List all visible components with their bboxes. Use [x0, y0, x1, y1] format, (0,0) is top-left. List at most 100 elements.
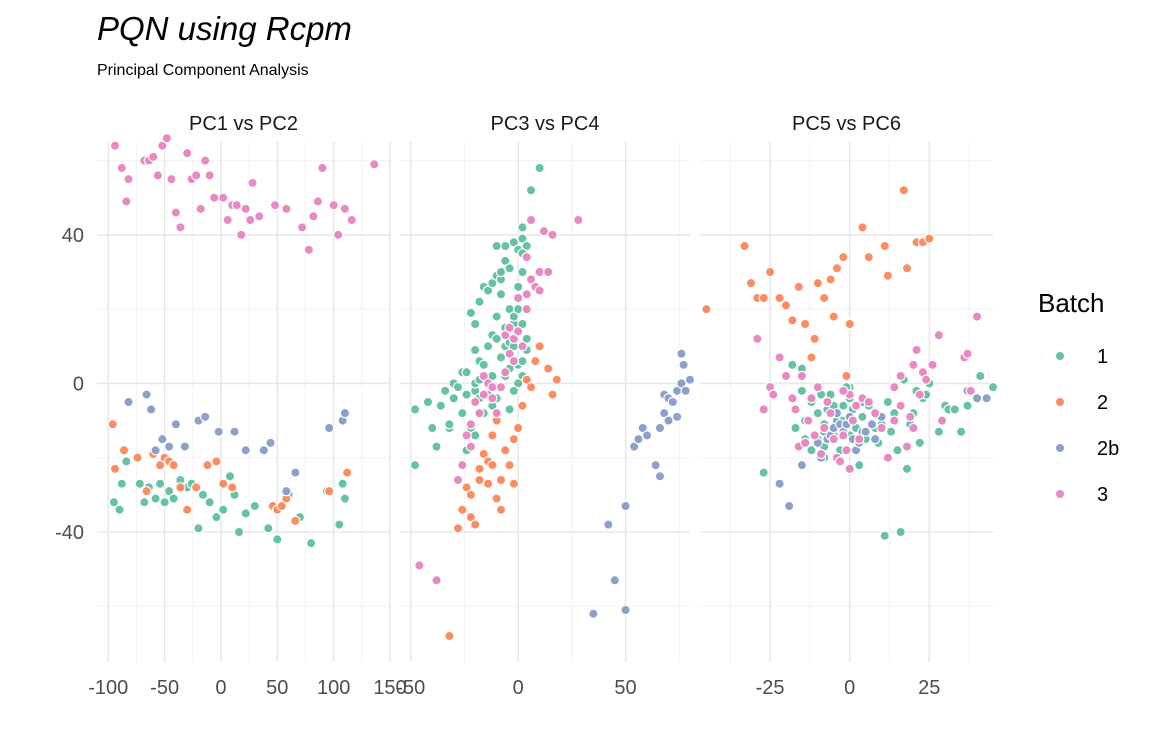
data-point [461, 367, 472, 378]
data-point [863, 396, 874, 408]
data-point [758, 292, 769, 304]
data-point [508, 433, 520, 445]
data-point [469, 344, 481, 356]
data-point [895, 400, 906, 411]
data-point [525, 214, 537, 226]
x-tick-label: 25 [918, 677, 940, 699]
legend-title: Batch [1038, 288, 1105, 318]
data-point [517, 355, 528, 367]
data-point [534, 162, 545, 174]
data-point [588, 608, 599, 619]
legend-item-3: 3 [1054, 484, 1108, 506]
data-point [796, 370, 808, 382]
data-point [159, 497, 170, 508]
data-point [806, 393, 817, 404]
legend-swatch [1054, 350, 1066, 362]
x-tick-label: -100 [88, 677, 128, 699]
data-point [339, 407, 351, 419]
data-point [869, 407, 881, 419]
data-point [339, 493, 351, 504]
data-point [654, 471, 666, 482]
data-point [914, 437, 925, 449]
data-point [904, 411, 916, 423]
data-point [474, 474, 485, 486]
data-point [768, 389, 779, 400]
data-point [495, 352, 507, 363]
data-point [825, 274, 836, 285]
data-point [482, 341, 494, 352]
data-point [141, 389, 152, 400]
data-point [427, 422, 438, 434]
data-point [175, 482, 186, 493]
data-point [620, 500, 631, 512]
data-point [152, 170, 164, 181]
data-point [469, 519, 481, 530]
data-point [491, 407, 502, 419]
x-tick-label: 150 [373, 677, 406, 699]
data-point [882, 452, 894, 463]
data-point [869, 433, 881, 445]
data-point [211, 456, 222, 467]
data-point [495, 474, 507, 486]
data-point [199, 155, 211, 166]
data-point [866, 419, 878, 430]
data-point [491, 311, 502, 322]
data-point [838, 251, 849, 263]
x-tick-label: -50 [150, 677, 179, 699]
data-point [154, 478, 166, 489]
series-1 [108, 456, 351, 549]
data-point [815, 448, 827, 460]
data-point [812, 277, 824, 289]
x-tick-label: -25 [756, 677, 785, 699]
data-point [303, 244, 315, 255]
data-point [901, 263, 913, 274]
data-point [787, 393, 798, 404]
data-point [860, 426, 871, 437]
data-point [281, 485, 292, 497]
data-point [317, 162, 328, 174]
series-3 [109, 133, 380, 255]
data-point [457, 407, 468, 419]
data-point [195, 203, 206, 215]
data-point [218, 478, 229, 489]
legend-swatch [1054, 488, 1066, 500]
data-point [145, 404, 157, 415]
data-point [452, 474, 464, 486]
data-point [508, 355, 520, 367]
data-point [517, 222, 528, 233]
data-point [141, 485, 152, 497]
data-point [512, 422, 524, 434]
data-point [933, 426, 945, 437]
panel-1: PC1 vs PC2 -100 -50 0 50 100 150 40 0 -40 [55, 113, 407, 699]
panel-2: PC3 vs PC4 -50 0 50 [396, 113, 696, 699]
data-point [312, 196, 324, 207]
data-point [236, 229, 247, 241]
data-point [193, 523, 204, 534]
data-point [121, 456, 132, 467]
data-point [512, 281, 524, 293]
data-point [854, 459, 865, 471]
data-point [517, 266, 528, 278]
data-point [181, 504, 193, 515]
data-point [409, 404, 421, 415]
data-point [962, 400, 973, 411]
data-point [538, 225, 550, 237]
data-point [504, 404, 515, 415]
legend-swatch [1054, 442, 1066, 454]
data-point [224, 471, 236, 482]
data-point [148, 151, 159, 163]
data-point [211, 511, 222, 523]
data-point [701, 303, 712, 315]
legend-label: 2 [1097, 392, 1108, 414]
data-point [204, 170, 215, 181]
data-point [517, 400, 528, 411]
data-point [525, 185, 537, 196]
data-point [901, 463, 913, 475]
data-point [889, 381, 900, 393]
data-point [482, 478, 494, 489]
series-1 [758, 359, 999, 541]
data-point [218, 192, 229, 203]
data-point [166, 173, 177, 185]
data-point [831, 263, 843, 274]
